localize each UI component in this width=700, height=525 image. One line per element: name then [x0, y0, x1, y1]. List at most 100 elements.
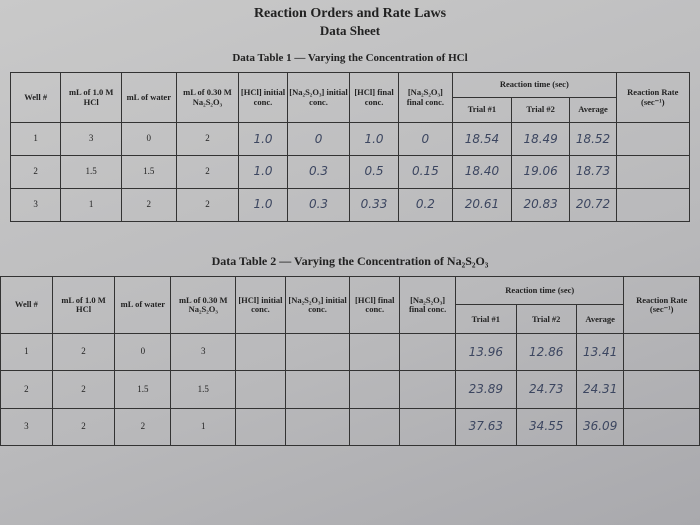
- data-row: 1 2 0 3 13.96 12.86 13.41: [0, 332, 700, 372]
- column-header: [Na₂S₂O₃] initial conc.: [284, 276, 351, 334]
- cell: 2: [0, 370, 53, 409]
- cell: [235, 370, 286, 409]
- column-header: mL of water: [121, 71, 177, 124]
- cell: 1.0: [238, 122, 288, 157]
- cell: 20.72: [569, 188, 617, 222]
- cell: 1.5: [114, 370, 172, 409]
- header-row: Trial #1 Trial #2 Average: [1, 304, 700, 334]
- cell: 2: [175, 122, 240, 157]
- cell: 2: [51, 407, 116, 447]
- column-header: [HCl] final conc.: [349, 71, 399, 124]
- cell: 20.61: [452, 188, 512, 222]
- table1-title: Data Table 1 — Varying the Concentration…: [232, 52, 468, 64]
- cell: 2: [51, 332, 116, 372]
- data-row: 2 2 1.5 1.5 23.89 24.73 24.31: [0, 370, 700, 409]
- cell: 3: [60, 122, 123, 157]
- group-header: Reaction time (sec): [455, 275, 625, 306]
- column-header: [HCl] final conc.: [349, 276, 401, 334]
- group-header: Reaction time (sec): [452, 71, 617, 99]
- cell: 36.09: [575, 407, 625, 447]
- column-header: Average: [575, 304, 625, 334]
- cell: [615, 122, 691, 157]
- data-row: 2 1.5 1.5 2 1.0 0.3 0.5 0.15 18.40 19.06 18.73: [9, 155, 691, 190]
- data-table: Well # mL of 1.0 M HCl mL of water mL of 0.…: [9, 71, 691, 222]
- cell: 0.33: [349, 188, 399, 222]
- cell: 1.0: [349, 122, 399, 157]
- column-header: Trial #1: [455, 304, 517, 334]
- cell: 0: [114, 332, 172, 372]
- cell: 13.96: [455, 332, 517, 372]
- column-header: Trial #2: [510, 97, 571, 124]
- cell: 1.5: [170, 370, 237, 409]
- cell: 1.0: [238, 188, 288, 222]
- cell: 18.52: [569, 122, 617, 157]
- cell: 18.73: [569, 155, 617, 190]
- cell: [623, 370, 700, 409]
- cell: 3: [170, 332, 237, 372]
- column-header: Well #: [0, 276, 53, 334]
- cell: 13.41: [575, 332, 625, 372]
- cell: 1: [9, 122, 62, 157]
- cell: [284, 407, 351, 447]
- title: Reaction Orders and Rate Laws: [253, 6, 447, 21]
- column-header: Average: [569, 97, 617, 124]
- column-header: [HCl] initial conc.: [238, 71, 288, 124]
- cell: 1: [0, 332, 53, 372]
- cell: 1: [60, 188, 123, 222]
- cell: 12.86: [515, 332, 577, 372]
- cell: 2: [9, 155, 62, 190]
- cell: 19.06: [510, 155, 571, 190]
- cell: 1: [170, 407, 237, 447]
- data-row: 1 3 0 2 1.0 0 1.0 0 18.54 18.49 18.52: [9, 122, 691, 157]
- cell: 0.3: [286, 188, 351, 222]
- cell: [399, 407, 457, 447]
- header-row: Well # mL of 1.0 M HCl mL of water mL of 0.…: [9, 71, 691, 124]
- cell: [349, 370, 401, 409]
- column-header: Reaction Rate (sec⁻¹): [623, 276, 700, 334]
- header-row: Trial #1 Trial #2 Average: [11, 97, 690, 124]
- cell: 0.3: [286, 155, 351, 190]
- cell: 23.89: [455, 370, 517, 409]
- cell: 3: [9, 188, 62, 222]
- column-header: [Na₂S₂O₃] final conc.: [399, 276, 457, 334]
- cell: [235, 332, 286, 372]
- cell: 0: [286, 122, 351, 157]
- cell: [623, 332, 700, 372]
- cell: 18.40: [452, 155, 512, 190]
- data-table: Well # mL of 1.0 M HCl mL of water mL of 0.…: [0, 275, 700, 447]
- cell: 18.54: [452, 122, 512, 157]
- cell: [349, 407, 401, 447]
- column-header: [HCl] initial conc.: [235, 276, 286, 334]
- cell: [399, 332, 457, 372]
- cell: 18.49: [510, 122, 571, 157]
- cell: 3: [0, 407, 53, 447]
- cell: 2: [114, 407, 172, 447]
- cell: 24.31: [575, 370, 625, 409]
- column-header: mL of 1.0 M HCl: [60, 71, 123, 124]
- header-row: Well # mL of 1.0 M HCl mL of water mL of 0.…: [0, 275, 700, 334]
- cell: 0.15: [397, 155, 454, 190]
- cell: [349, 332, 401, 372]
- cell: [615, 155, 691, 190]
- cell: [623, 407, 700, 447]
- data-row: 3 2 2 1 37.63 34.55 36.09: [0, 407, 700, 447]
- cell: [615, 188, 691, 222]
- column-header: mL of 1.0 M HCl: [51, 276, 116, 334]
- cell: 37.63: [455, 407, 517, 447]
- cell: [235, 407, 286, 447]
- table2-title: Data Table 2 — Varying the Concentration…: [211, 254, 489, 268]
- column-header: [Na₂S₂O₃] final conc.: [397, 71, 454, 124]
- column-header: [Na₂S₂O₃] initial conc.: [286, 71, 351, 124]
- column-header: Reaction Rate (sec⁻¹): [615, 71, 691, 124]
- column-header: mL of 0.30 M Na₂S₂O₃: [170, 276, 237, 334]
- cell: 24.73: [515, 370, 577, 409]
- cell: 1.5: [121, 155, 177, 190]
- column-header: mL of 0.30 M Na₂S₂O₃: [175, 71, 240, 124]
- column-header: Trial #2: [515, 304, 577, 334]
- column-header: Trial #1: [452, 97, 512, 124]
- cell: [284, 370, 351, 409]
- cell: 2: [175, 188, 240, 222]
- cell: 1.0: [238, 155, 288, 190]
- cell: 1.5: [60, 155, 123, 190]
